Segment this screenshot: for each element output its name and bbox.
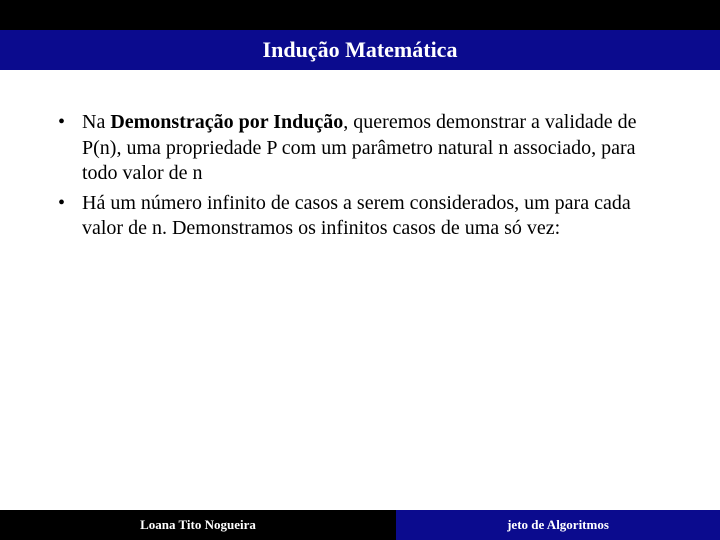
slide-title: Indução Matemática bbox=[263, 37, 458, 63]
bullet-item: Há um número infinito de casos a serem c… bbox=[48, 191, 672, 242]
bullet-text-suffix: Há um número infinito de casos a serem c… bbox=[82, 192, 631, 240]
bullet-text-prefix: Na bbox=[82, 111, 110, 133]
slide-body: Na Demonstração por Indução, queremos de… bbox=[0, 70, 720, 242]
title-bar: Indução Matemática bbox=[0, 30, 720, 70]
bullet-text-bold: Demonstração por Indução bbox=[110, 111, 343, 133]
footer: Loana Tito Nogueira jeto de Algoritmos bbox=[0, 510, 720, 540]
footer-left: Loana Tito Nogueira bbox=[0, 510, 396, 540]
top-black-strip bbox=[0, 0, 720, 30]
footer-right: jeto de Algoritmos bbox=[396, 510, 720, 540]
footer-course: jeto de Algoritmos bbox=[507, 517, 609, 533]
bullet-list: Na Demonstração por Indução, queremos de… bbox=[48, 110, 672, 242]
footer-author: Loana Tito Nogueira bbox=[140, 517, 256, 533]
bullet-item: Na Demonstração por Indução, queremos de… bbox=[48, 110, 672, 187]
